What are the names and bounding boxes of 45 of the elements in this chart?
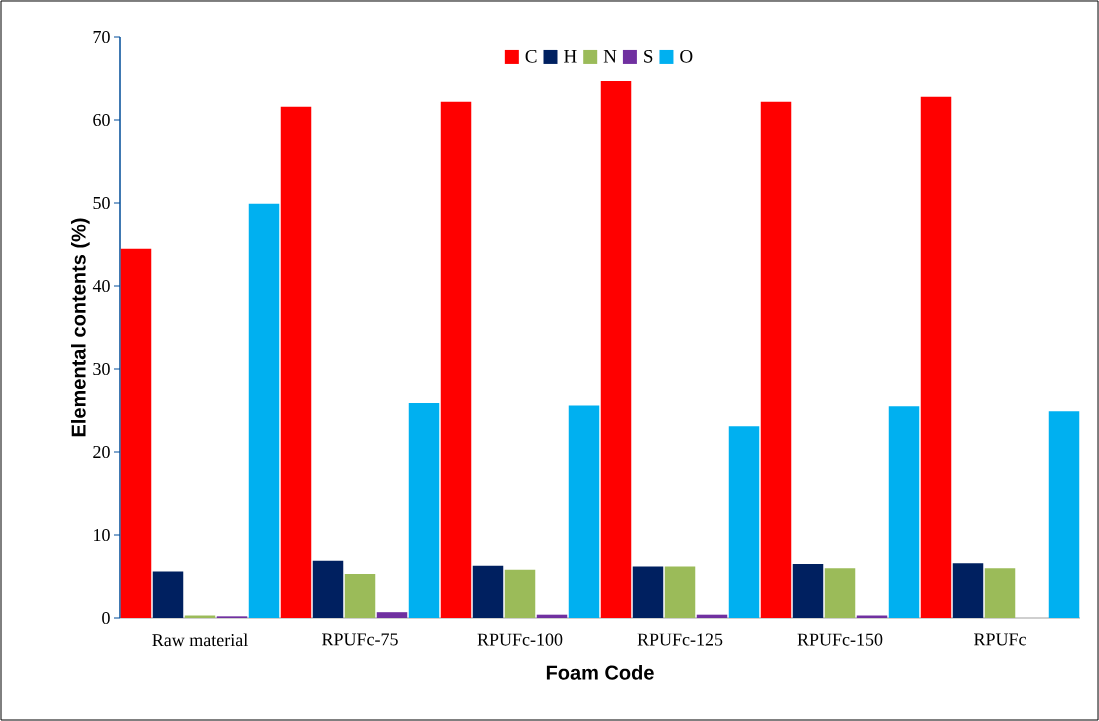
- bar: [664, 566, 696, 618]
- bar: [376, 612, 408, 618]
- bar: [120, 248, 152, 618]
- x-tick-label: RPUFc-100: [477, 633, 563, 646]
- bar: [344, 574, 376, 618]
- bar: [792, 564, 824, 618]
- bar: [1048, 411, 1080, 618]
- bar: [920, 96, 952, 618]
- bar: [504, 569, 536, 618]
- bar: [728, 426, 760, 618]
- y-tick-label: 0: [102, 611, 110, 625]
- legend-label: N: [603, 49, 617, 63]
- y-axis-title: Elemental contents (%): [70, 218, 90, 437]
- legend-label: C: [525, 49, 537, 63]
- x-tick-label: RPUFc-75: [322, 633, 398, 646]
- bar: [600, 80, 632, 618]
- x-tick-label: RPUFc-150: [797, 633, 883, 646]
- x-tick-label: RPUFc: [974, 633, 1026, 646]
- bar: [152, 571, 184, 618]
- legend-label: O: [680, 49, 693, 63]
- x-tick-label: RPUFc-125: [637, 633, 723, 646]
- bar: [248, 203, 280, 618]
- bar: [280, 106, 312, 618]
- y-tick-label: 40: [92, 279, 110, 293]
- bar: [760, 101, 792, 618]
- bar: [408, 403, 440, 618]
- x-axis-title: Foam Code: [546, 665, 654, 680]
- y-tick-label: 10: [94, 528, 110, 542]
- legend-label: S: [644, 49, 653, 63]
- y-tick-label: 20: [93, 445, 110, 459]
- bar: [824, 568, 856, 618]
- bar: [568, 405, 600, 618]
- bar: [888, 406, 920, 618]
- y-tick-label: 60: [93, 113, 110, 127]
- y-tick-label: 50: [93, 196, 110, 210]
- bar: [632, 566, 664, 618]
- legend-label: H: [564, 49, 577, 63]
- x-tick-label: Raw material: [152, 633, 248, 647]
- bar: [984, 568, 1016, 618]
- bar: [472, 565, 504, 618]
- bar: [440, 101, 472, 618]
- bar: [952, 563, 984, 618]
- bar: [312, 560, 344, 618]
- y-tick-label: 70: [93, 30, 110, 44]
- y-tick-label: 30: [93, 362, 110, 376]
